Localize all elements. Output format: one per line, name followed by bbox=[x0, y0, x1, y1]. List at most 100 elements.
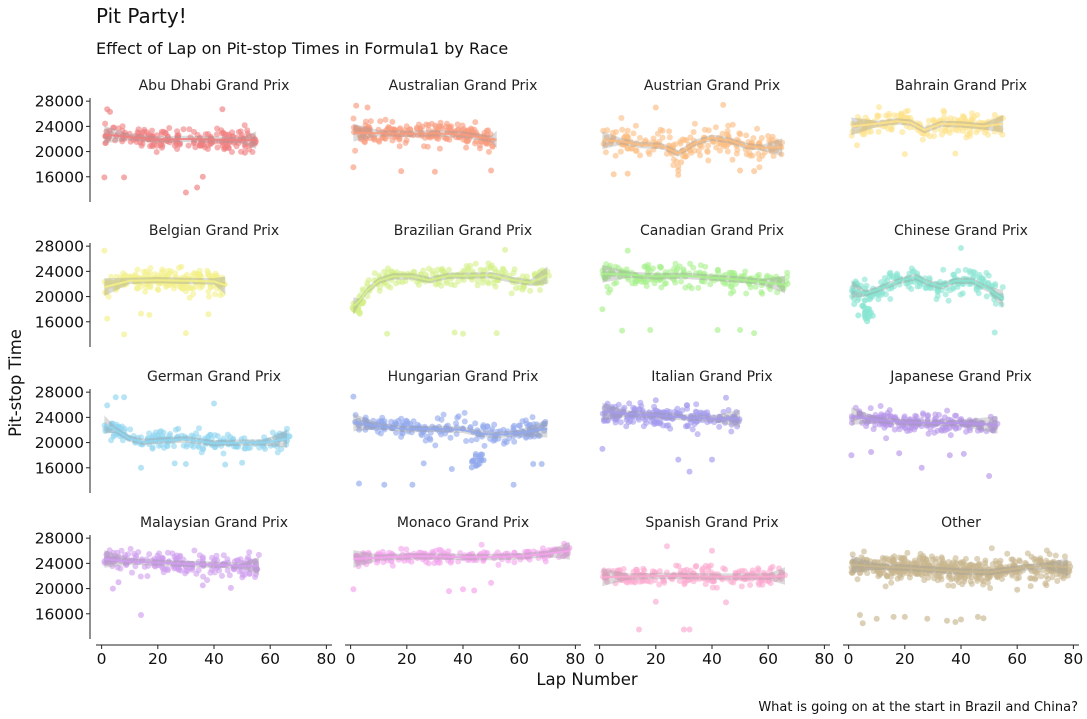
data-point bbox=[890, 613, 897, 620]
data-point bbox=[945, 127, 952, 134]
facet-strip-label: Japanese Grand Prix bbox=[889, 369, 1032, 385]
data-point bbox=[153, 149, 160, 155]
data-point bbox=[714, 327, 721, 333]
data-point bbox=[863, 556, 870, 563]
data-point bbox=[149, 445, 156, 452]
data-point bbox=[478, 541, 485, 548]
data-point bbox=[893, 561, 900, 568]
data-point bbox=[613, 279, 620, 286]
data-point bbox=[617, 419, 624, 426]
x-tick-label: 40 bbox=[951, 650, 971, 668]
data-points bbox=[101, 394, 293, 471]
data-point bbox=[678, 278, 685, 285]
data-point bbox=[881, 275, 888, 281]
data-point bbox=[932, 119, 939, 126]
data-point bbox=[601, 405, 608, 412]
data-point bbox=[690, 264, 697, 271]
data-point bbox=[241, 141, 248, 148]
data-point bbox=[626, 577, 633, 584]
data-point bbox=[252, 566, 259, 573]
data-point bbox=[637, 399, 644, 406]
data-point bbox=[234, 557, 240, 564]
data-point bbox=[393, 421, 400, 428]
data-point bbox=[108, 273, 115, 280]
data-point bbox=[756, 164, 763, 171]
data-point bbox=[208, 284, 214, 291]
data-point bbox=[102, 120, 109, 127]
data-point bbox=[527, 287, 534, 294]
data-point bbox=[522, 417, 529, 424]
data-point bbox=[241, 435, 248, 442]
data-point bbox=[765, 133, 772, 139]
data-point bbox=[440, 411, 447, 418]
data-point bbox=[127, 426, 134, 433]
x-tick-label: 80 bbox=[566, 650, 586, 668]
data-point bbox=[134, 266, 141, 273]
data-point bbox=[105, 559, 112, 566]
facet-strip-label: Bahrain Grand Prix bbox=[895, 78, 1027, 94]
data-point bbox=[952, 619, 959, 625]
data-point bbox=[891, 557, 898, 564]
smooth-line bbox=[602, 575, 786, 579]
data-point bbox=[742, 268, 749, 275]
data-point bbox=[530, 461, 537, 467]
facet-panel: Austrian Grand Prix bbox=[600, 78, 786, 178]
data-point bbox=[948, 576, 955, 583]
data-point bbox=[979, 576, 986, 583]
data-point bbox=[235, 443, 242, 450]
data-point bbox=[199, 173, 206, 180]
data-point bbox=[485, 260, 492, 267]
data-point bbox=[941, 414, 948, 421]
x-tick-label: 40 bbox=[702, 650, 722, 668]
data-point bbox=[724, 280, 731, 287]
data-point bbox=[875, 112, 882, 119]
data-point bbox=[121, 174, 128, 181]
data-point bbox=[734, 146, 741, 153]
data-point bbox=[212, 291, 219, 298]
data-point bbox=[418, 430, 425, 437]
data-point bbox=[384, 330, 391, 337]
data-point bbox=[138, 556, 145, 563]
data-point bbox=[945, 297, 952, 304]
data-point bbox=[431, 168, 438, 175]
data-point bbox=[519, 286, 526, 293]
data-point bbox=[403, 137, 410, 144]
x-tick-label: 40 bbox=[204, 650, 224, 668]
data-point bbox=[158, 269, 165, 276]
data-point bbox=[882, 583, 889, 590]
data-point bbox=[686, 626, 693, 633]
data-point bbox=[983, 428, 990, 435]
data-point bbox=[680, 626, 687, 633]
facet-panel: Hungarian Grand Prix bbox=[350, 369, 549, 488]
data-point bbox=[471, 587, 478, 594]
data-point bbox=[500, 271, 507, 278]
data-point bbox=[142, 281, 149, 288]
data-point bbox=[952, 555, 959, 562]
data-point bbox=[526, 421, 533, 428]
data-point bbox=[898, 113, 904, 120]
data-point bbox=[619, 126, 626, 133]
data-point bbox=[673, 562, 680, 569]
data-point bbox=[211, 400, 217, 407]
data-point bbox=[625, 133, 632, 140]
data-point bbox=[214, 144, 221, 151]
data-point bbox=[705, 142, 712, 149]
data-points bbox=[848, 403, 1001, 479]
data-point bbox=[678, 159, 685, 166]
data-point bbox=[862, 315, 869, 322]
data-point bbox=[944, 407, 951, 414]
data-point bbox=[933, 415, 939, 422]
data-point bbox=[512, 285, 519, 292]
data-point bbox=[409, 481, 416, 488]
data-point bbox=[495, 561, 502, 568]
data-point bbox=[637, 152, 643, 159]
data-point bbox=[865, 418, 871, 425]
facet-panel: Monaco Grand Prix 0 20 40 60 80 bbox=[345, 515, 585, 668]
data-point bbox=[867, 405, 874, 412]
data-point bbox=[741, 568, 748, 575]
data-point bbox=[524, 273, 530, 280]
data-point bbox=[604, 400, 611, 407]
data-point bbox=[710, 577, 717, 584]
data-point bbox=[651, 280, 658, 287]
data-point bbox=[719, 130, 726, 137]
